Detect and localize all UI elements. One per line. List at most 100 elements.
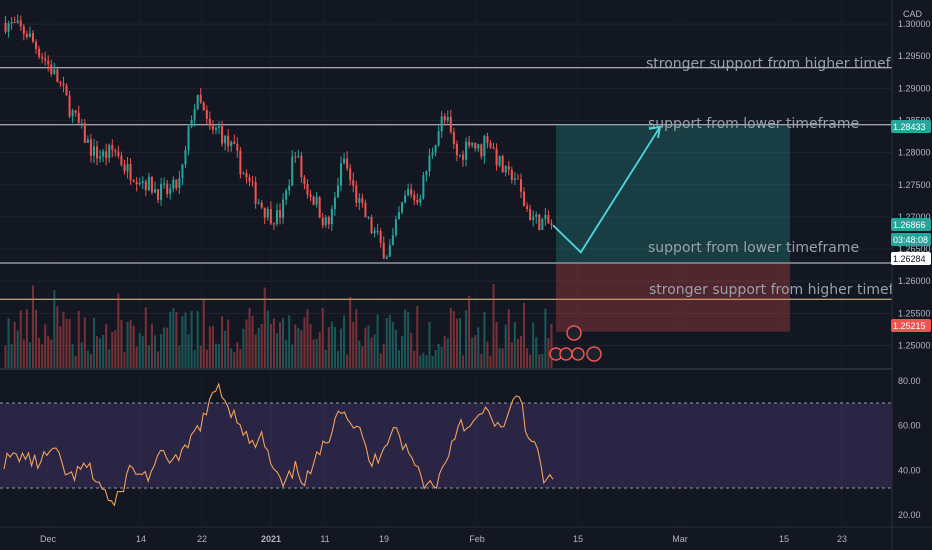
candle[interactable] (35, 41, 38, 49)
candle[interactable] (373, 231, 376, 234)
candle[interactable] (38, 48, 41, 57)
candle[interactable] (163, 183, 166, 185)
candle[interactable] (44, 58, 47, 61)
candle[interactable] (501, 155, 504, 173)
candle[interactable] (288, 185, 291, 191)
candle[interactable] (178, 178, 181, 189)
candle[interactable] (294, 156, 297, 158)
candle[interactable] (193, 109, 196, 120)
candle[interactable] (458, 154, 461, 156)
candle[interactable] (312, 196, 315, 205)
candle[interactable] (492, 147, 495, 149)
candle[interactable] (465, 141, 468, 160)
candle[interactable] (410, 189, 413, 195)
candle[interactable] (251, 181, 254, 183)
candle[interactable] (157, 189, 160, 200)
candle[interactable] (443, 116, 446, 121)
long-position-stop-zone[interactable] (556, 262, 790, 332)
candle[interactable] (388, 245, 391, 257)
candle[interactable] (513, 178, 516, 180)
candle[interactable] (50, 64, 53, 75)
candle[interactable] (397, 212, 400, 220)
level-annotation[interactable]: stronger support from higher timeframe (646, 56, 927, 72)
candle[interactable] (227, 135, 230, 147)
candle[interactable] (428, 155, 431, 172)
candle[interactable] (71, 110, 74, 117)
candle[interactable] (242, 173, 245, 175)
candle[interactable] (272, 223, 275, 225)
candle[interactable] (416, 200, 419, 203)
candle[interactable] (550, 223, 553, 225)
candle[interactable] (4, 22, 7, 32)
candle[interactable] (245, 173, 248, 178)
candle[interactable] (364, 202, 367, 218)
candle[interactable] (59, 81, 62, 84)
candle[interactable] (56, 69, 59, 82)
candle[interactable] (144, 181, 147, 191)
candle[interactable] (102, 151, 105, 157)
candle[interactable] (306, 183, 309, 195)
candle[interactable] (129, 164, 132, 181)
candle[interactable] (330, 208, 333, 225)
candle[interactable] (202, 102, 205, 111)
price-tag[interactable] (891, 218, 931, 231)
candle[interactable] (41, 56, 44, 59)
candle[interactable] (361, 198, 364, 203)
rsi-line[interactable] (3, 382, 554, 507)
candle[interactable] (401, 202, 404, 213)
candle[interactable] (452, 132, 455, 144)
candle[interactable] (538, 214, 541, 230)
candle[interactable] (516, 178, 519, 180)
candle[interactable] (468, 141, 471, 146)
candle[interactable] (282, 199, 285, 218)
candle[interactable] (269, 208, 272, 224)
candle[interactable] (80, 123, 83, 125)
candle[interactable] (275, 210, 278, 224)
candle[interactable] (205, 110, 208, 119)
candle[interactable] (172, 179, 175, 189)
candle[interactable] (239, 150, 242, 175)
candle[interactable] (449, 117, 452, 133)
candle[interactable] (89, 139, 92, 156)
candle[interactable] (529, 208, 532, 220)
candle[interactable] (108, 145, 111, 158)
candle[interactable] (248, 177, 251, 182)
candle[interactable] (434, 145, 437, 153)
candle[interactable] (150, 176, 153, 193)
candle[interactable] (16, 20, 19, 23)
candle[interactable] (404, 195, 407, 203)
candle[interactable] (166, 183, 169, 194)
level-annotation[interactable]: support from lower timeframe (648, 116, 859, 132)
candle[interactable] (181, 164, 184, 179)
candle[interactable] (379, 231, 382, 243)
candle[interactable] (318, 197, 321, 218)
candle[interactable] (367, 216, 370, 218)
candle[interactable] (230, 141, 233, 147)
candle[interactable] (480, 144, 483, 157)
candle[interactable] (208, 118, 211, 126)
candle[interactable] (336, 185, 339, 198)
candle[interactable] (86, 139, 89, 143)
candle[interactable] (221, 126, 224, 144)
candle[interactable] (519, 179, 522, 192)
candle[interactable] (385, 256, 388, 259)
candle[interactable] (486, 136, 489, 143)
candle[interactable] (111, 145, 114, 150)
long-position-target-zone[interactable] (556, 124, 790, 263)
candle[interactable] (233, 141, 236, 144)
candle[interactable] (544, 214, 547, 220)
candle[interactable] (455, 143, 458, 156)
candle[interactable] (160, 183, 163, 200)
candle[interactable] (510, 169, 513, 180)
candle[interactable] (7, 23, 10, 32)
candle[interactable] (141, 181, 144, 183)
candle[interactable] (68, 95, 71, 117)
candle[interactable] (28, 33, 31, 38)
candle[interactable] (462, 154, 465, 160)
candle[interactable] (62, 83, 65, 86)
candle[interactable] (19, 20, 22, 27)
candle[interactable] (214, 127, 217, 130)
candle[interactable] (147, 176, 150, 191)
candle[interactable] (190, 119, 193, 127)
candle[interactable] (187, 126, 190, 150)
